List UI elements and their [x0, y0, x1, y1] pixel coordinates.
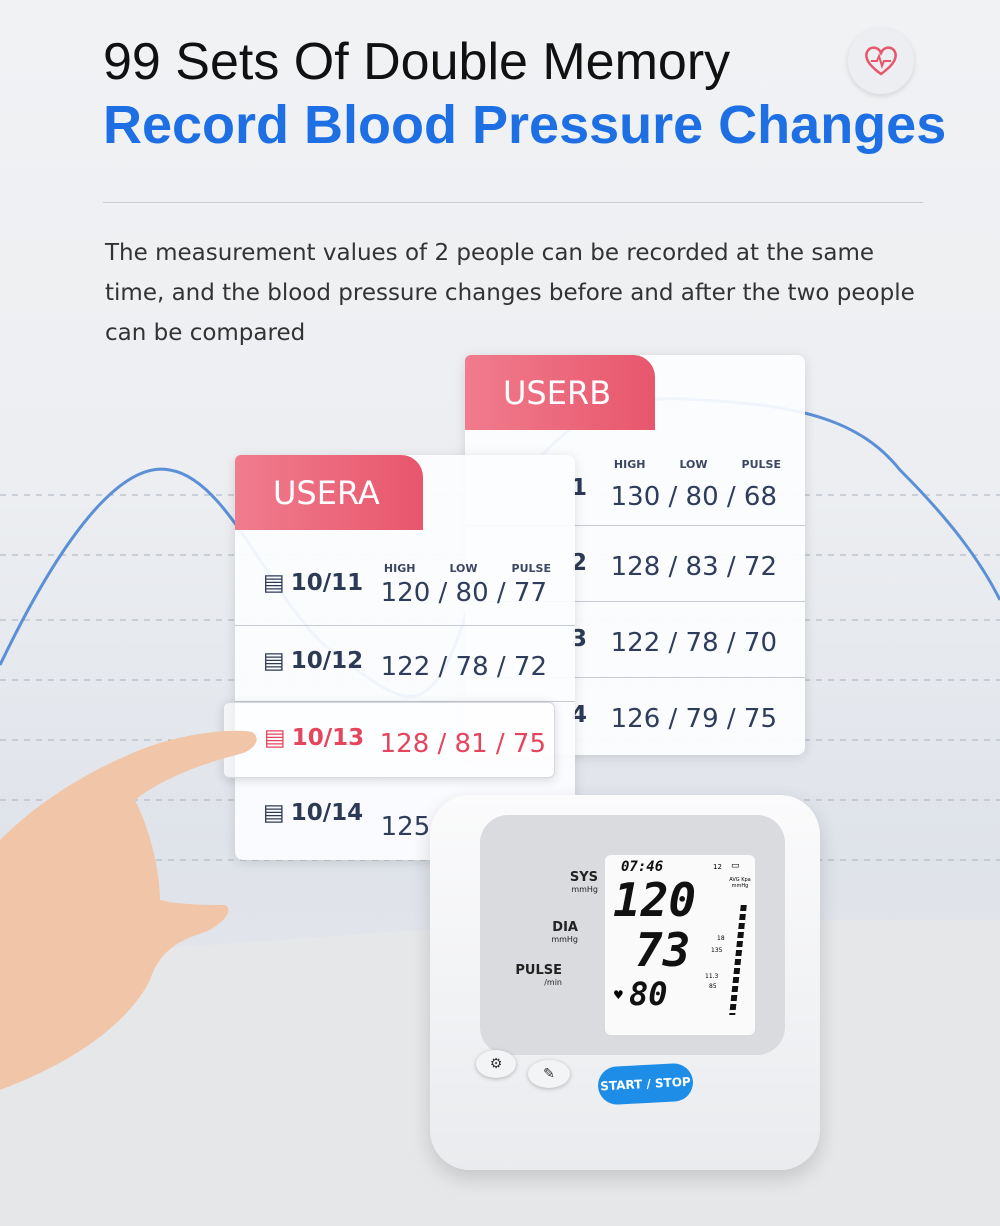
- record-value: 126 / 79 / 75: [610, 704, 777, 734]
- record-date: 1: [571, 475, 588, 501]
- user-a-card: USERA HIGH LOW PULSE ▤ 10/11 120 / 80 / 77 ▤…: [223, 455, 575, 860]
- record-value: 128 / 81 / 75: [379, 729, 546, 759]
- col-high: HIGH: [383, 562, 416, 575]
- document-icon: ▤: [263, 648, 285, 674]
- record-value: 130 / 80 / 68: [610, 482, 777, 512]
- bp-scale-bar: [729, 905, 747, 1015]
- record-date: 2: [571, 550, 588, 576]
- col-high: HIGH: [613, 458, 646, 471]
- divider: [103, 202, 923, 203]
- scale-mark: 11.3: [705, 973, 719, 980]
- document-icon: ▤: [263, 570, 285, 596]
- record-date: 10/14: [290, 800, 364, 826]
- start-stop-button[interactable]: START / STOP: [597, 1062, 694, 1106]
- title-line-2: Record Blood Pressure Changes: [103, 95, 947, 155]
- document-icon: ▤: [263, 800, 285, 826]
- heart-pulse-icon: [848, 28, 914, 94]
- description: The measurement values of 2 people can b…: [105, 240, 915, 346]
- col-pulse: PULSE: [741, 458, 781, 471]
- title-line-1: 99 Sets Of Double Memory: [103, 33, 731, 91]
- scale-units: AVG Kpa mmHg: [729, 877, 751, 889]
- pulse-label: PULSE/min: [515, 963, 562, 987]
- lcd-time: 07:46: [621, 859, 664, 875]
- settings-button[interactable]: ⚙: [476, 1050, 516, 1078]
- scale-mark: 135: [711, 947, 723, 954]
- list-item[interactable]: 4 126 / 79 / 75: [465, 678, 805, 754]
- col-pulse: PULSE: [511, 562, 551, 575]
- lcd-screen: 07:46 12 ▭ 120 73 ♥ 80 AVG Kpa mmHg 18 1…: [605, 855, 755, 1035]
- record-value: 122 / 78 / 72: [380, 652, 547, 682]
- dia-label: DIA mmHg: [551, 920, 578, 944]
- list-item[interactable]: 1 130 / 80 / 68: [465, 450, 805, 526]
- list-item[interactable]: 3 122 / 78 / 70: [465, 602, 805, 678]
- hand-image: [0, 730, 257, 1090]
- memory-button[interactable]: ✎: [528, 1060, 570, 1088]
- col-low: LOW: [679, 458, 708, 471]
- gear-icon: ⚙: [489, 1056, 503, 1072]
- record-value: 122 / 78 / 70: [610, 628, 777, 658]
- heart-icon: ♥: [613, 988, 624, 1002]
- lcd-dia: 73: [635, 923, 691, 977]
- document-icon: ▤: [264, 725, 286, 751]
- record-value: 128 / 83 / 72: [610, 552, 777, 582]
- lcd-pulse: 80: [629, 975, 668, 1013]
- scale-mark: 85: [709, 983, 717, 990]
- record-date: 3: [571, 626, 588, 652]
- col-low: LOW: [449, 562, 478, 575]
- scale-mark: 18: [717, 935, 725, 942]
- list-item[interactable]: ▤ 10/11 120 / 80 / 77: [235, 550, 575, 626]
- list-item[interactable]: 2 128 / 83 / 72: [465, 526, 805, 602]
- record-date: 10/11: [290, 570, 364, 596]
- user-b-tab[interactable]: USERB: [465, 355, 655, 430]
- user-a-tab[interactable]: USERA: [235, 455, 423, 530]
- notes-icon: ✎: [543, 1066, 555, 1082]
- list-item[interactable]: ▤ 10/12 122 / 78 / 72: [235, 626, 575, 702]
- list-item-selected[interactable]: ▤ 10/13 128 / 81 / 75: [223, 702, 555, 778]
- lcd-sys: 120: [613, 873, 697, 927]
- sys-label: SYS mmHg: [569, 870, 598, 894]
- lcd-memory: 12: [713, 863, 722, 871]
- record-date: 4: [571, 702, 588, 728]
- battery-icon: ▭: [731, 861, 740, 871]
- record-date: 10/12: [290, 648, 364, 674]
- record-value: 120 / 80 / 77: [380, 578, 547, 608]
- record-date: 10/13: [291, 725, 365, 751]
